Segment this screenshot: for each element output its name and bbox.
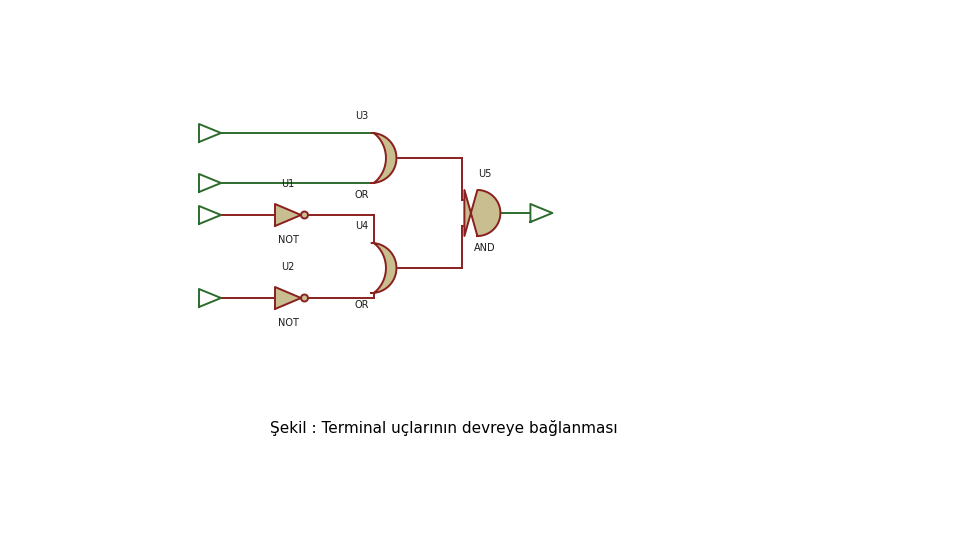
Text: AND: AND bbox=[474, 243, 495, 253]
Polygon shape bbox=[465, 190, 500, 236]
Circle shape bbox=[301, 212, 308, 219]
Text: U5: U5 bbox=[478, 169, 492, 179]
Text: NOT: NOT bbox=[277, 318, 299, 328]
Text: Şekil : Terminal uçlarının devreye bağlanması: Şekil : Terminal uçlarının devreye bağla… bbox=[270, 420, 617, 436]
Text: NOT: NOT bbox=[277, 235, 299, 245]
Circle shape bbox=[301, 294, 308, 301]
Text: U3: U3 bbox=[355, 111, 369, 121]
Polygon shape bbox=[275, 287, 301, 309]
Polygon shape bbox=[275, 204, 301, 226]
Text: U4: U4 bbox=[355, 221, 369, 231]
Polygon shape bbox=[372, 243, 396, 293]
Text: OR: OR bbox=[355, 190, 370, 200]
Text: U2: U2 bbox=[281, 262, 295, 272]
Polygon shape bbox=[372, 133, 396, 183]
Text: U1: U1 bbox=[281, 179, 295, 189]
Text: OR: OR bbox=[355, 300, 370, 310]
